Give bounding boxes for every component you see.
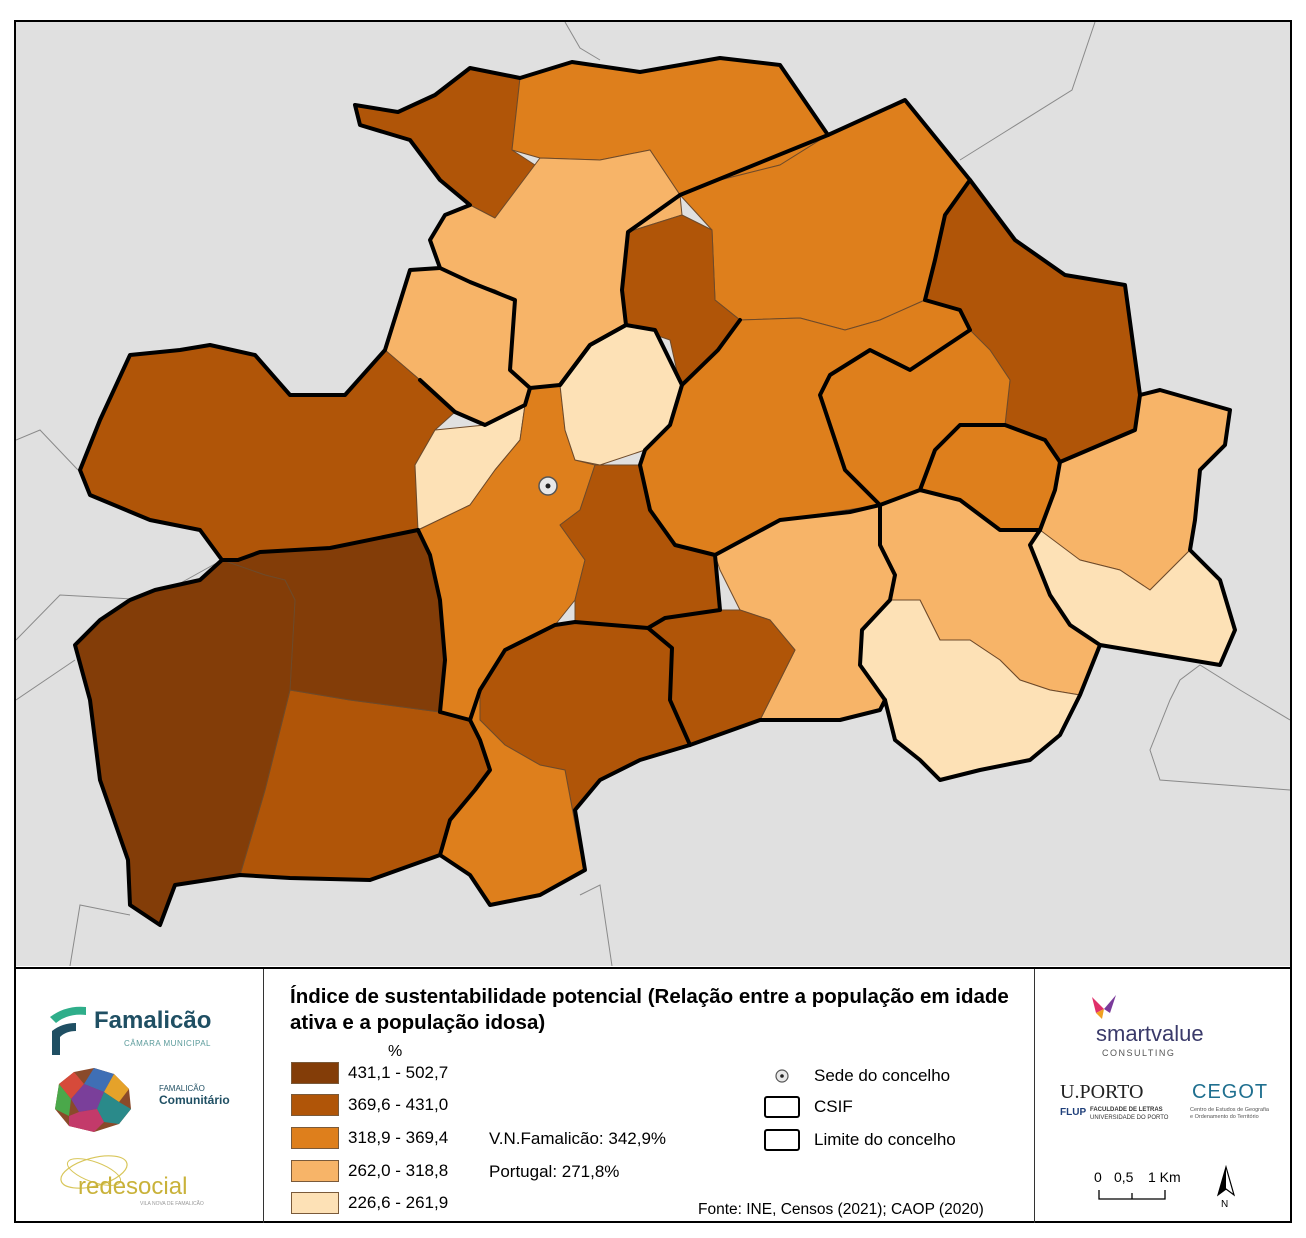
legend-symbol-csif: CSIF [764, 1096, 853, 1118]
legend-symbol-seat: Sede do concelho [764, 1065, 950, 1087]
legend-class-3: 318,9 - 369,4 [291, 1126, 448, 1150]
seat-marker-icon [775, 1069, 789, 1083]
scale-bar-graphic [1098, 1190, 1166, 1200]
uporto-name: U.PORTO [1060, 1081, 1144, 1103]
redesocial-name: redesocial [78, 1173, 188, 1200]
source-note: Fonte: INE, Censos (2021); CAOP (2020) [698, 1201, 984, 1218]
legend-label-4: 262,0 - 318,8 [348, 1161, 449, 1180]
comunitario-logo: FAMALICÃO Comunitário [49, 1064, 249, 1139]
smartvalue-name: smartvalue [1096, 1021, 1204, 1046]
famalicao-name: Famalicão [94, 1007, 212, 1034]
legend-class-2: 369,6 - 431,0 [291, 1093, 448, 1117]
legend-label-5: 226,6 - 261,9 [348, 1193, 449, 1212]
smartvalue-sub: CONSULTING [1102, 1048, 1176, 1058]
limit-box-icon [764, 1129, 800, 1151]
scale-label-mid: 0,5 [1114, 1169, 1134, 1185]
famalicao-logo: Famalicão CÂMARA MUNICIPAL [46, 999, 246, 1059]
north-arrow: N [1214, 1164, 1244, 1215]
csif-box-icon [764, 1096, 800, 1118]
uporto-flup: FLUP [1060, 1107, 1087, 1118]
cegot-sub1: Centro de Estudos de Geografia [1190, 1107, 1269, 1113]
legend-divider-right [1034, 969, 1035, 1223]
legend-seat-label: Sede do concelho [814, 1066, 951, 1085]
legend-swatch-5 [291, 1192, 339, 1214]
legend-class-5: 226,6 - 261,9 [291, 1191, 448, 1215]
legend-label-1: 431,1 - 502,7 [348, 1063, 449, 1082]
legend-swatch-4 [291, 1160, 339, 1182]
municipal-seat-marker [538, 476, 558, 496]
smartvalue-logo: smartvalue CONSULTING [1088, 993, 1268, 1058]
legend-swatch-3 [291, 1127, 339, 1149]
uporto-university: UNIVERSIDADE DO PORTO [1090, 1115, 1169, 1121]
legend-title: Índice de sustentabilidade potencial (Re… [290, 985, 1009, 1034]
stat-portugal: Portugal: 271,8% [489, 1162, 620, 1181]
legend-divider-left [263, 969, 264, 1223]
legend-swatch-2 [291, 1094, 339, 1116]
legend-swatch-1 [291, 1062, 339, 1084]
legend-panel: Famalicão CÂMARA MUNICIPAL FAMALICÃO Com… [14, 967, 1292, 1223]
parishes [74, 57, 1236, 926]
comunitario-map-icon [55, 1068, 131, 1132]
choropleth-map [16, 22, 1290, 966]
cegot-sub2: e Ordenamento do Território [1190, 1114, 1259, 1120]
redesocial-logo: redesocial VILA NOVA DE FAMALICÃO [52, 1147, 252, 1207]
redesocial-sub: VILA NOVA DE FAMALICÃO [140, 1201, 204, 1207]
comunitario-line1: FAMALICÃO [159, 1084, 205, 1093]
famalicao-emblem-icon [50, 1006, 86, 1055]
neighbour-boundaries [16, 22, 1290, 966]
smartvalue-bird-icon [1092, 995, 1116, 1019]
cegot-logo: CEGOT Centro de Estudos de Geografia e O… [1190, 1081, 1282, 1131]
uporto-faculty: FACULDADE DE LETRAS [1090, 1107, 1163, 1113]
uporto-logo: U.PORTO FLUP FACULDADE DE LETRAS UNIVERS… [1060, 1081, 1186, 1131]
north-arrow-icon [1216, 1164, 1236, 1197]
legend-label-3: 318,9 - 369,4 [348, 1128, 449, 1147]
cegot-name: CEGOT [1192, 1081, 1269, 1103]
scale-label-end: 1 Km [1148, 1169, 1181, 1185]
north-label: N [1221, 1199, 1229, 1210]
legend-class-1: 431,1 - 502,7 [291, 1061, 448, 1085]
legend-unit: % [388, 1043, 403, 1060]
legend-symbol-limit: Limite do concelho [764, 1129, 956, 1151]
csif-boundaries [73, 56, 1237, 927]
famalicao-sub: CÂMARA MUNICIPAL [124, 1039, 211, 1048]
legend-class-4: 262,0 - 318,8 [291, 1159, 448, 1183]
legend-label-2: 369,6 - 431,0 [348, 1095, 449, 1114]
legend-csif-label: CSIF [814, 1097, 853, 1116]
legend-limit-label: Limite do concelho [814, 1130, 956, 1149]
comunitario-line2: Comunitário [159, 1093, 230, 1107]
redesocial-swirl-icon [60, 1155, 128, 1189]
scale-label-0: 0 [1094, 1169, 1102, 1185]
stat-vnf: V.N.Famalicão: 342,9% [489, 1129, 667, 1148]
scale-bar: 0 0,5 1 Km [1090, 1169, 1210, 1209]
